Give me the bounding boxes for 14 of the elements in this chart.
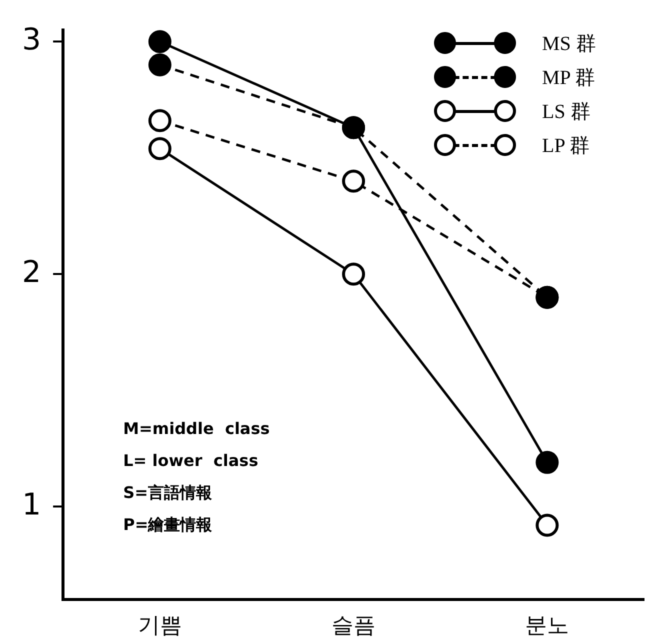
legend-label: LP 群 bbox=[542, 134, 590, 158]
y-tick-label: 3 bbox=[22, 22, 42, 58]
annotation: P=繪畫情報 bbox=[123, 515, 214, 534]
annotation: S=言語情報 bbox=[123, 483, 214, 502]
y-tick-label: 2 bbox=[22, 254, 42, 290]
x-tick-label: 분노 bbox=[525, 614, 570, 639]
x-tick-label: 슬픔 bbox=[332, 614, 376, 639]
y-tick-label: 1 bbox=[22, 487, 42, 522]
legend-label: MP 群 bbox=[542, 66, 596, 90]
annotation: M=middle class bbox=[123, 419, 270, 438]
x-tick-label: 기쁨 bbox=[138, 614, 182, 639]
legend-label: MS 群 bbox=[542, 32, 596, 56]
legend-label: LS 群 bbox=[542, 100, 590, 124]
annotation: L= lower class bbox=[123, 451, 258, 470]
